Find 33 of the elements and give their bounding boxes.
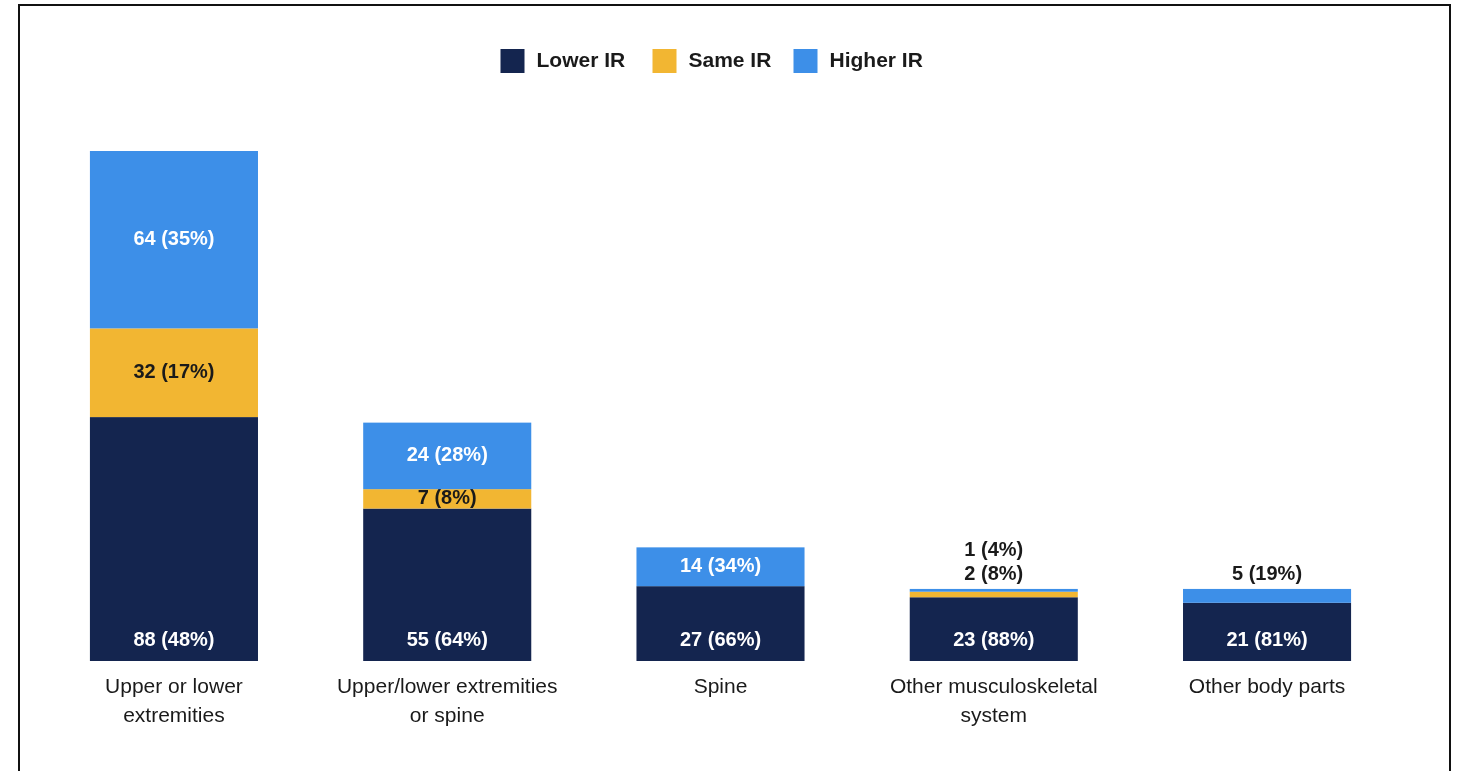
data-label: 23 (88%) bbox=[953, 628, 1035, 651]
bar bbox=[909, 588, 1078, 592]
data-label: 24 (28%) bbox=[406, 443, 488, 466]
bar bbox=[1183, 588, 1352, 603]
data-label: 5 (19%) bbox=[1232, 562, 1303, 585]
data-label: 88 (48%) bbox=[133, 628, 215, 651]
data-label: 7 (8%) bbox=[417, 486, 477, 509]
data-label: 14 (34%) bbox=[679, 554, 762, 577]
legend-label: Same IR bbox=[688, 47, 772, 71]
data-label: 21 (81%) bbox=[1226, 628, 1308, 651]
legend-label: Lower IR bbox=[536, 47, 626, 71]
x-tick-label: Other musculoskeletal system bbox=[889, 674, 1098, 726]
bar bbox=[636, 547, 805, 587]
legend-label: Higher IR bbox=[829, 47, 923, 71]
data-label: 32 (17%) bbox=[133, 360, 215, 383]
bar bbox=[909, 597, 1078, 661]
bar bbox=[636, 586, 805, 661]
bar bbox=[89, 151, 258, 329]
data-label: 64 (35%) bbox=[133, 226, 215, 249]
data-label: 55 (64%) bbox=[406, 628, 488, 651]
x-tick-label: Spine bbox=[693, 674, 748, 697]
bar bbox=[1183, 602, 1352, 661]
bar bbox=[89, 328, 258, 418]
data-label: 27 (66%) bbox=[679, 628, 762, 651]
x-tick-label: Other body parts bbox=[1188, 674, 1346, 697]
x-tick-label: Upper or lower extremities bbox=[105, 674, 243, 726]
bar bbox=[363, 422, 532, 490]
data-label: 1 (4%) bbox=[964, 538, 1024, 561]
x-tick-label: Upper/lower extremities or spine bbox=[336, 674, 558, 726]
bar bbox=[909, 591, 1078, 598]
bar bbox=[363, 508, 532, 661]
data-label: 2 (8%) bbox=[964, 562, 1024, 585]
bar bbox=[89, 417, 258, 661]
